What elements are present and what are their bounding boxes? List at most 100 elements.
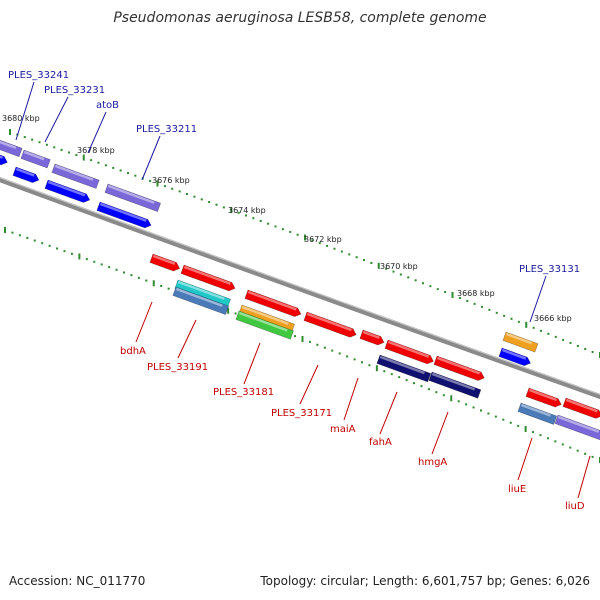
gene-faha[interactable]	[384, 339, 435, 366]
gene-label-ples-33171[interactable]: PLES_33171	[271, 408, 332, 419]
gene-ples-33131-lower[interactable]	[498, 347, 532, 367]
bottom-track-minor-tick	[85, 258, 88, 261]
tick-track-bottom	[4, 227, 600, 463]
gene-ples-33231-upper-body	[20, 149, 51, 169]
gene-hmga-navy[interactable]	[428, 371, 482, 399]
gene-hmga[interactable]	[433, 355, 486, 382]
gene-ples-33191-red[interactable]	[180, 264, 237, 293]
gene-liue-red[interactable]	[525, 387, 563, 409]
bottom-track-minor-tick	[442, 394, 445, 397]
bottom-track-major-tick	[4, 227, 6, 233]
gene-liue-steel[interactable]	[517, 402, 558, 425]
tick-label-3670: 3670 kbp	[380, 262, 418, 271]
top-track-minor-tick	[23, 136, 26, 139]
top-track-minor-tick	[127, 172, 129, 175]
top-track-minor-tick	[414, 279, 417, 282]
gene-ples-33231-lower-shine	[15, 167, 35, 177]
tick-labels: 3680 kbp 3678 kbp 3676 kbp 3674 kbp 3672…	[2, 114, 572, 323]
gene-label-ples-33181[interactable]: PLES_33181	[213, 387, 274, 398]
gene-liue-red-shine	[528, 388, 558, 402]
gene-ples-33181-red[interactable]	[244, 289, 303, 318]
gene-ples-33171[interactable]	[303, 311, 358, 339]
gene-ples-33131-upper-body	[502, 331, 539, 353]
leader-ples-33211	[141, 135, 161, 181]
tick-label-3676: 3676 kbp	[152, 176, 190, 185]
bottom-track-minor-tick	[130, 274, 133, 277]
bottom-track-major-tick	[78, 253, 81, 260]
leader-faha	[379, 391, 398, 435]
top-track-minor-tick	[444, 291, 447, 294]
leader-ples-33231	[44, 96, 69, 143]
gene-label-liue[interactable]: liuE	[508, 484, 526, 495]
gene-label-hmga[interactable]: hmgA	[418, 457, 447, 468]
gene-ples-33181-green[interactable]	[235, 310, 294, 340]
bottom-track-minor-tick	[517, 424, 520, 427]
top-track-minor-tick	[576, 344, 579, 347]
gene-liud-purple-body	[554, 414, 600, 441]
bottom-track-minor-tick	[494, 415, 497, 418]
gene-faha-navy-body	[376, 354, 432, 383]
bottom-track-minor-tick	[427, 388, 430, 391]
gene-atob-lower[interactable]	[44, 179, 91, 204]
gene-label-ples-33231[interactable]: PLES_33231	[44, 85, 105, 96]
bottom-track-minor-tick	[532, 431, 535, 434]
gene-label-ples-33211[interactable]: PLES_33211	[136, 124, 197, 135]
top-track-major-tick	[304, 234, 306, 241]
bottom-track-minor-tick	[420, 385, 423, 388]
gene-label-atob[interactable]: atoB	[96, 100, 119, 111]
gene-liud-red-shine	[565, 398, 598, 413]
gene-maia[interactable]	[359, 329, 386, 347]
bottom-track-minor-tick	[413, 382, 416, 385]
bottom-track-minor-tick	[353, 358, 356, 361]
gene-ples-33241-lower-body	[0, 151, 8, 166]
bottom-track-major-tick	[450, 395, 453, 402]
gene-label-faha[interactable]: fahA	[369, 437, 392, 448]
gene-label-maia[interactable]: maiA	[330, 424, 356, 435]
gene-ples-33131-upper[interactable]	[502, 331, 539, 353]
gene-ples-33211-lower[interactable]	[96, 201, 153, 230]
gene-ples-33231-upper[interactable]	[20, 149, 51, 169]
gene-maia-shine	[362, 330, 380, 339]
gene-atob-lower-shine	[47, 180, 86, 197]
tick-label-3666: 3666 kbp	[534, 314, 572, 323]
top-track-major-tick	[9, 129, 11, 135]
top-track-minor-tick	[436, 288, 439, 291]
gene-labels: PLES_33241 PLES_33231 atoB PLES_33211 PL…	[8, 70, 585, 512]
gene-ples-33231-lower-body	[12, 166, 40, 183]
gene-ples-33241-upper[interactable]	[0, 137, 23, 158]
genome-map: 3680 kbp 3678 kbp 3676 kbp 3674 kbp 3672…	[0, 70, 600, 512]
top-track-minor-tick	[517, 320, 520, 323]
bottom-track-major-tick	[152, 280, 155, 287]
top-track-minor-tick	[495, 311, 498, 314]
bottom-track-minor-tick	[123, 271, 125, 274]
top-track-minor-tick	[53, 146, 56, 149]
gene-atob-upper[interactable]	[51, 163, 100, 189]
gene-label-liud[interactable]: liuD	[565, 501, 585, 512]
bottom-track-major-tick	[375, 365, 378, 372]
gene-ples-33231-lower[interactable]	[12, 166, 41, 184]
gene-ples-33191-steel[interactable]	[172, 286, 230, 315]
gene-liud-red[interactable]	[562, 397, 600, 420]
gene-faha-navy[interactable]	[376, 354, 432, 383]
top-track-minor-tick	[178, 190, 181, 193]
bottom-track-minor-tick	[509, 421, 512, 424]
bottom-track-minor-tick	[11, 231, 14, 234]
gene-liue-red-body	[525, 387, 562, 408]
tick-track-top	[9, 129, 600, 358]
bottom-track-minor-tick	[167, 287, 170, 290]
gene-label-bdha[interactable]: bdhA	[120, 346, 146, 357]
top-track-minor-tick	[200, 198, 203, 201]
bottom-track-minor-tick	[137, 276, 140, 279]
bottom-track-minor-tick	[63, 250, 66, 253]
gene-ples-33241-lower[interactable]	[0, 151, 9, 167]
gene-label-ples-33131[interactable]: PLES_33131	[519, 264, 580, 275]
gene-label-ples-33241[interactable]: PLES_33241	[8, 70, 69, 81]
gene-liud-purple[interactable]	[554, 414, 600, 441]
bottom-track-minor-tick	[591, 455, 594, 458]
gene-label-ples-33191[interactable]: PLES_33191	[147, 362, 208, 373]
gene-hmga-navy-shine	[431, 372, 476, 391]
top-track-minor-tick	[171, 187, 174, 190]
gene-ples-33211-upper[interactable]	[104, 183, 162, 212]
tick-label-3668: 3668 kbp	[457, 289, 495, 298]
gene-bdha[interactable]	[149, 253, 181, 273]
